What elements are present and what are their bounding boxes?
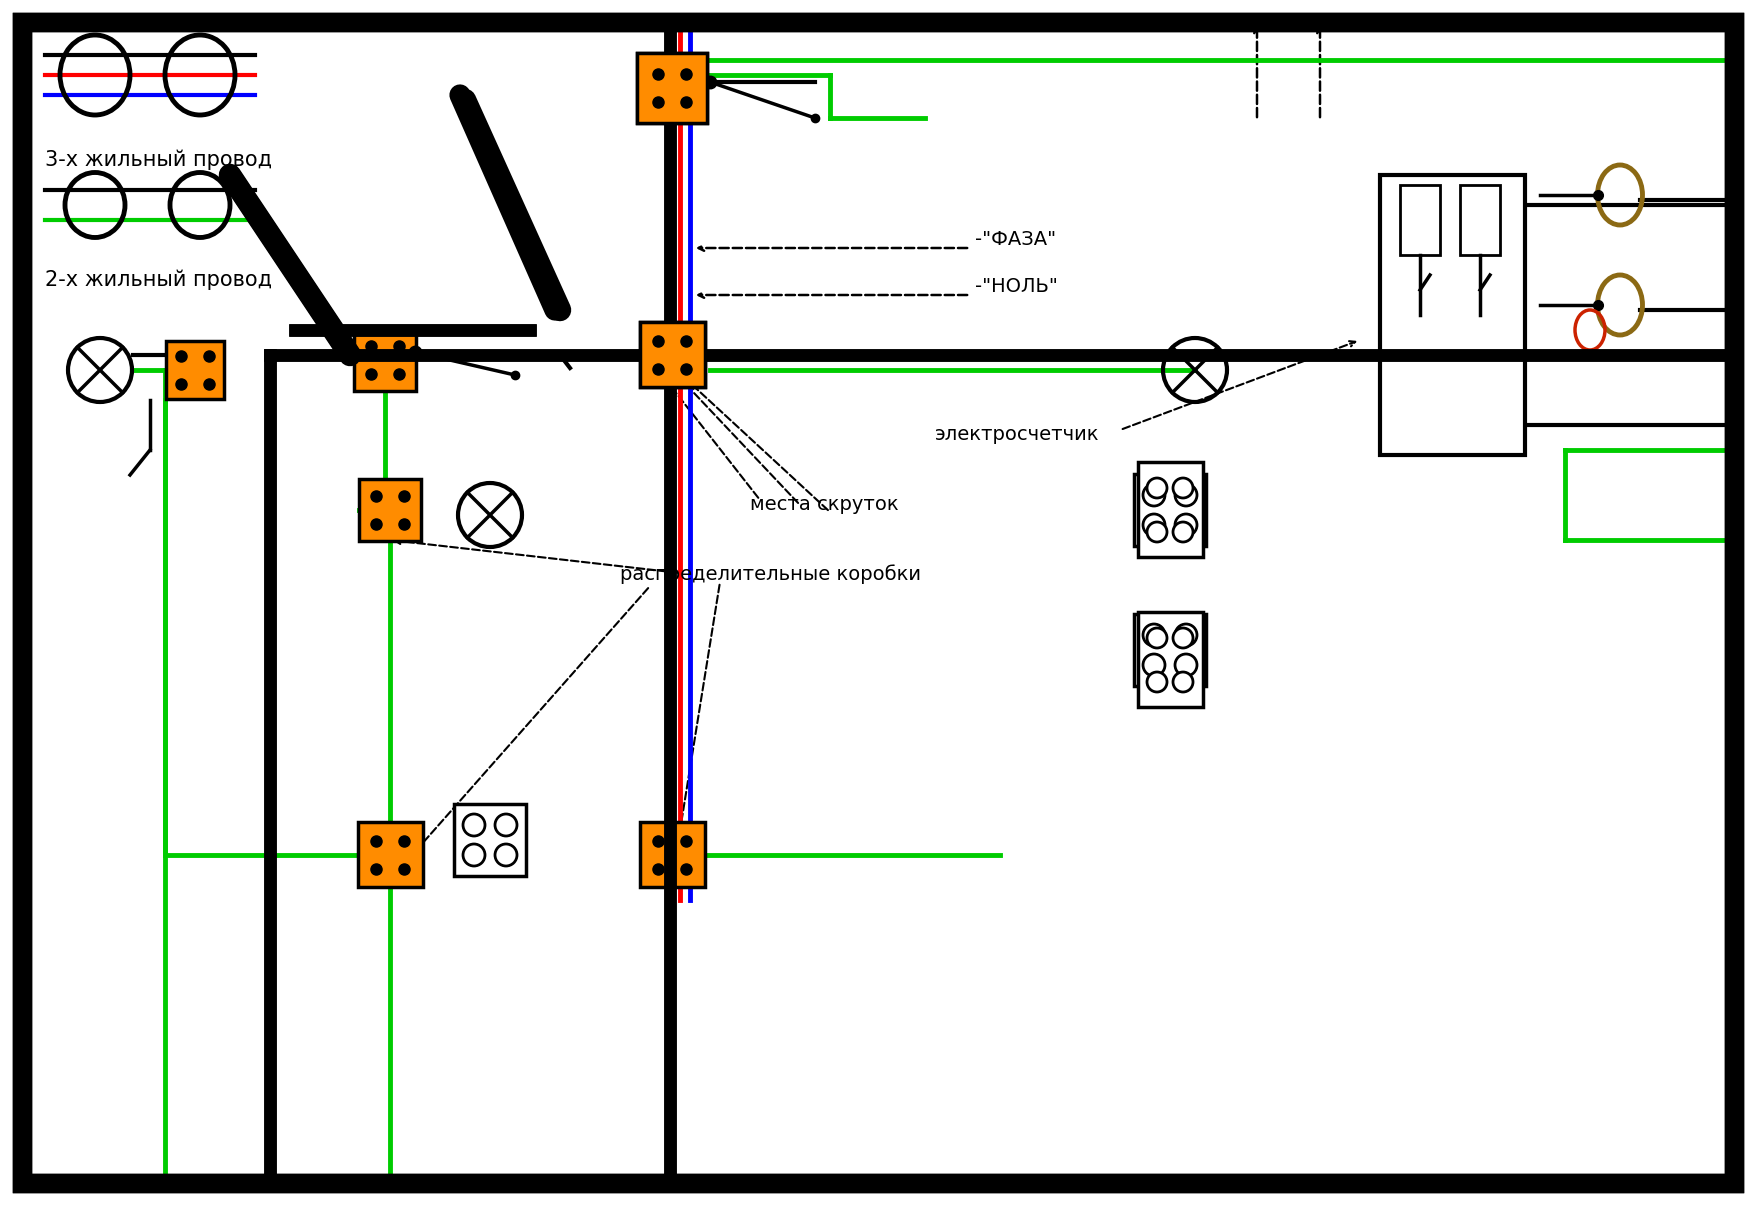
- Circle shape: [463, 844, 484, 866]
- Circle shape: [1174, 624, 1197, 646]
- Bar: [1458, 186, 1499, 255]
- Bar: [1137, 462, 1202, 557]
- Circle shape: [1146, 478, 1167, 498]
- Circle shape: [1174, 484, 1197, 506]
- Bar: [639, 322, 704, 387]
- Circle shape: [1172, 628, 1192, 648]
- Text: -"ФАЗА": -"ФАЗА": [974, 230, 1055, 249]
- Circle shape: [1172, 672, 1192, 692]
- Text: -"НОЛЬ": -"НОЛЬ": [974, 277, 1057, 296]
- Bar: [1399, 186, 1439, 255]
- Circle shape: [495, 815, 516, 836]
- Circle shape: [1146, 628, 1167, 648]
- Text: 3-х жильный провод: 3-х жильный провод: [46, 149, 272, 170]
- Bar: [358, 822, 423, 887]
- Circle shape: [1146, 672, 1167, 692]
- Circle shape: [1174, 654, 1197, 676]
- Text: электросчетчик: электросчетчик: [934, 425, 1099, 443]
- Text: 2-х жильный провод: 2-х жильный провод: [46, 270, 272, 290]
- Circle shape: [1143, 484, 1164, 506]
- Text: распределительные коробки: распределительные коробки: [620, 564, 920, 584]
- Bar: [1379, 175, 1523, 455]
- Bar: [637, 53, 707, 123]
- Bar: [1134, 474, 1206, 546]
- Circle shape: [1143, 654, 1164, 676]
- Circle shape: [1146, 522, 1167, 542]
- Bar: [167, 341, 225, 399]
- Bar: [1137, 612, 1202, 707]
- Bar: [637, 53, 707, 123]
- Circle shape: [495, 844, 516, 866]
- Bar: [639, 822, 704, 887]
- Bar: [639, 322, 704, 387]
- Circle shape: [1174, 515, 1197, 536]
- Bar: [455, 804, 526, 876]
- Circle shape: [1172, 522, 1192, 542]
- Circle shape: [463, 815, 484, 836]
- Bar: [355, 329, 416, 390]
- Circle shape: [1143, 515, 1164, 536]
- Bar: [1134, 615, 1206, 686]
- Circle shape: [1172, 478, 1192, 498]
- Circle shape: [1143, 624, 1164, 646]
- Text: места скруток: места скруток: [749, 495, 899, 515]
- Bar: [358, 480, 421, 541]
